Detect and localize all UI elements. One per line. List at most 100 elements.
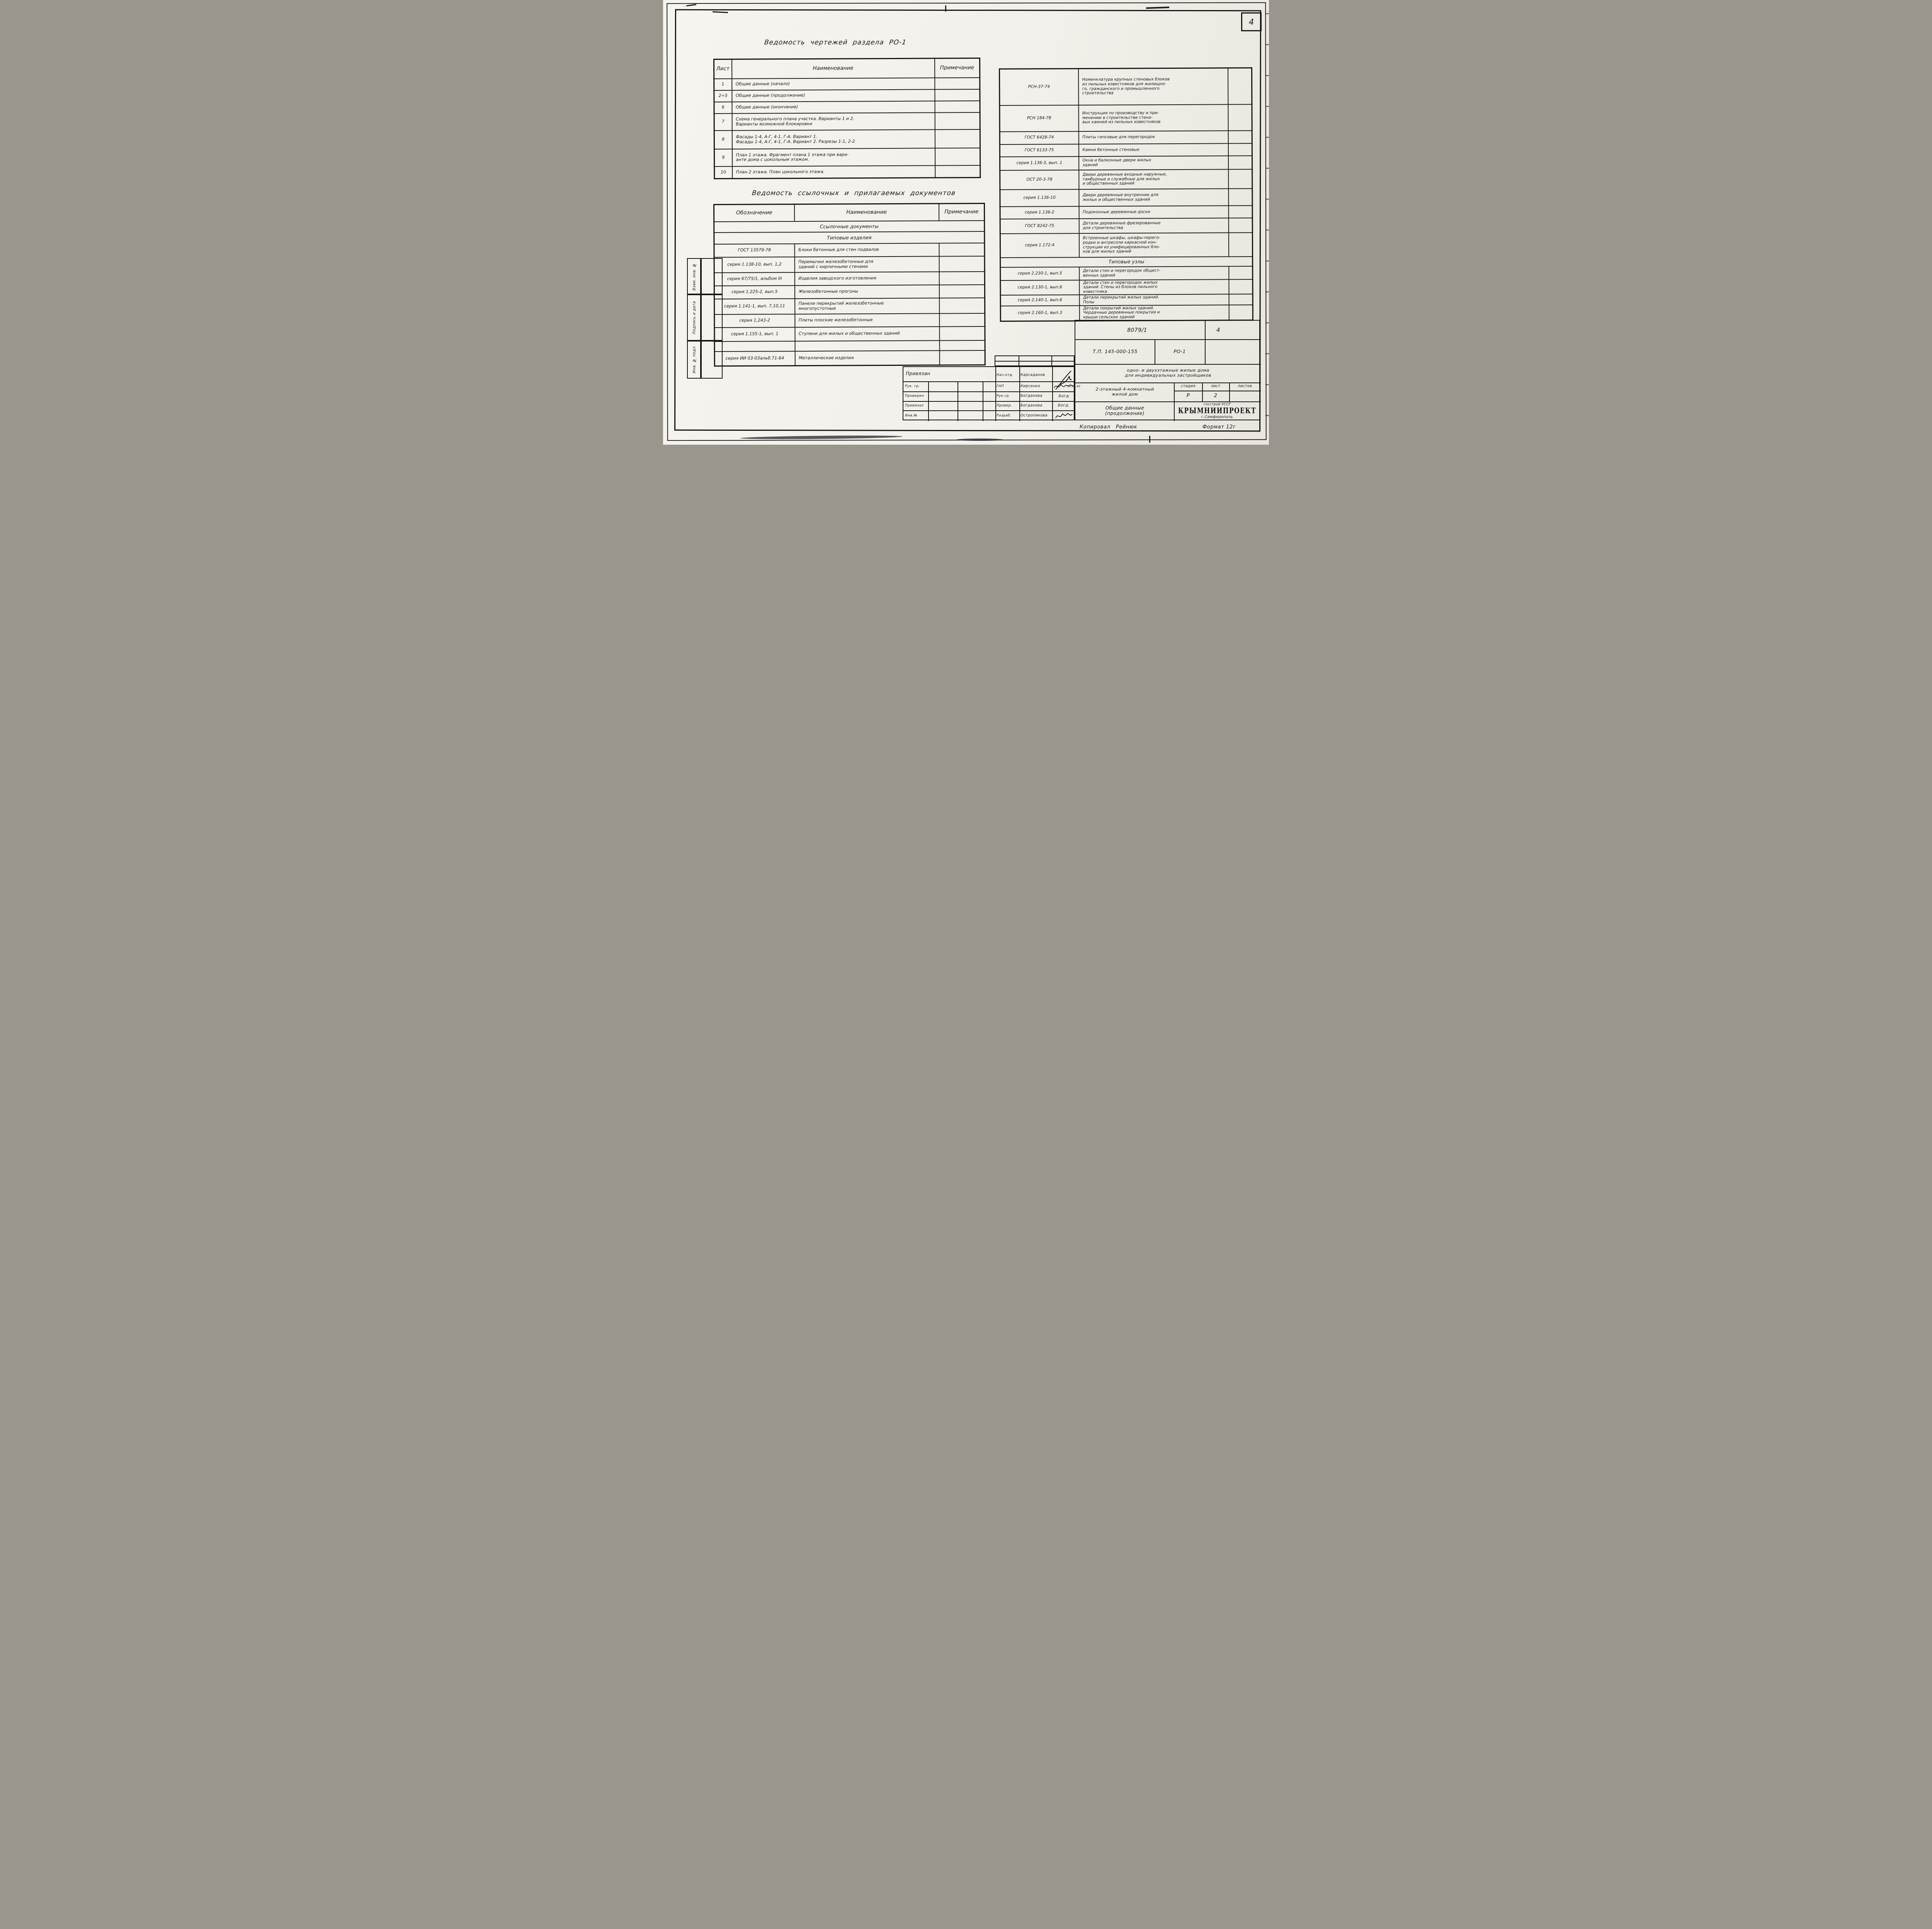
table-row: серия 2.130-1, вып.6 Детали стен и перего…	[1000, 279, 1253, 296]
sign-name: Остропикова	[1020, 413, 1048, 418]
cell: План 2 этажа. План цокольного этажа.	[732, 165, 935, 179]
sign-role: Разраб.	[997, 413, 1012, 418]
divider	[1174, 382, 1175, 421]
divider	[928, 381, 929, 421]
cell	[934, 77, 980, 90]
table-row: РСН-37-74 Номенклатура крупных стеновых б…	[999, 68, 1252, 105]
table-row: ГОСТ 13579-78 Блоки бетонные для стен под…	[714, 243, 985, 257]
divider	[957, 381, 958, 421]
cell	[714, 341, 795, 352]
cell	[939, 271, 985, 285]
cell: Номенклатура крупных стеновых блоков из …	[1078, 68, 1228, 105]
cell	[935, 165, 980, 178]
cell: Общие данные (окончание)	[731, 101, 935, 114]
table-row: серия 2.160-1, вып.3 Детали покрытий жилы…	[1000, 304, 1253, 321]
cell: Детали стен и перегородок общест- венных…	[1079, 266, 1229, 280]
cell: 7	[714, 113, 732, 131]
sheet-value: 2	[1214, 393, 1218, 399]
copied-by-note: Копировал Рейнюк	[1080, 424, 1137, 430]
table-row: серия 67/75/1, альбом III Изделия заводск…	[714, 271, 985, 286]
cell	[934, 89, 980, 101]
cell: Перемычки железобетонные для зданий с ки…	[794, 256, 939, 272]
cell: Встроенные шкафы, шкафы-перего- родки и …	[1079, 232, 1229, 257]
cell: Подоконные деревянные доски	[1079, 205, 1229, 219]
table-row: серия 1.138-10, вып. 1,2 Перемычки железо…	[714, 256, 985, 273]
table-header-row: Обозначение Наименование Примечание	[714, 203, 985, 222]
divider	[903, 381, 1075, 382]
cell: ГОСТ 6428-74	[1000, 131, 1079, 144]
table-row: серия 1.141-1, вып. 7,10,11 Панели перекр…	[714, 297, 985, 314]
table-row: 7 Схема генерального плана участка. Вариа…	[714, 112, 980, 131]
cell	[1228, 266, 1253, 279]
cell: Блоки бетонные для стен подвалов	[794, 243, 939, 257]
sheets-label: листов	[1238, 384, 1252, 389]
table-row: 10 План 2 этажа. План цокольного этажа.	[714, 165, 980, 179]
sign-role: Провер.	[997, 403, 1012, 408]
signature-block: Привязан Рук. гр. Проверил Привязал Инв.…	[903, 366, 1080, 421]
section-label: Типовые узлы	[1000, 256, 1253, 267]
cell	[1228, 205, 1253, 218]
cell: РСН-37-74	[999, 68, 1078, 105]
cell: 6	[714, 102, 732, 114]
sheet-label: лист	[1211, 384, 1221, 389]
org-agency: госстрой УССР	[1203, 402, 1231, 406]
cell	[939, 256, 985, 272]
divider	[1229, 382, 1230, 401]
cell: серия 1.225-2, вып.5	[714, 285, 795, 299]
cell: ОСТ 20-3-78	[1000, 170, 1079, 190]
divider	[1202, 382, 1203, 401]
divider	[1075, 339, 1261, 340]
divider	[903, 410, 1075, 411]
divider	[903, 391, 1075, 392]
table-row: 9 План 1 этажа. Фрагмент плана 1 этажа пр…	[714, 148, 980, 167]
stage-value: Р	[1186, 393, 1190, 399]
left-label: Инв.№	[905, 413, 918, 418]
cell: Камни бетонные стеновые	[1078, 143, 1228, 156]
cell: Железобетонные прогоны	[794, 284, 939, 299]
sign-role: Нач.отд.	[997, 373, 1014, 377]
cell: серия 2.230-1, вып.5	[1000, 267, 1079, 280]
table-row: серия 1.136-3, вып. 1 Окна и балконные дв…	[1000, 155, 1252, 170]
table-section-row: Типовые узлы	[1000, 256, 1253, 267]
margin-empty-box	[700, 294, 723, 342]
divider	[1051, 356, 1052, 367]
cell: Детали покрытий жилых зданий. Чердачные …	[1079, 305, 1229, 321]
cell	[1228, 169, 1252, 189]
cell: Фасады 1-4, А-Г, 4-1, Г-А. Вариант 1. Фа…	[732, 129, 935, 149]
cell: серия 1.138-10, вып. 1,2	[714, 257, 795, 273]
table-row: серия 2.230-1, вып.5 Детали стен и перего…	[1000, 266, 1253, 280]
table-row: ГОСТ 8242-75 Детали деревянные фрезерован…	[1000, 218, 1253, 234]
cell: Окна и балконные двери жилых зданий	[1078, 155, 1228, 170]
margin-empty-box	[700, 258, 723, 295]
cell	[1228, 155, 1252, 169]
stage-label: стадия	[1181, 384, 1196, 389]
cell: ГОСТ 8242-75	[1000, 218, 1079, 234]
cell	[1229, 304, 1253, 320]
margin-cell: Подпись и дата	[687, 294, 702, 342]
cell: 1	[714, 78, 732, 90]
sheet-number: 4	[1248, 17, 1254, 27]
table-row: серия 1.136-10 Двери деревянные внутренни…	[1000, 188, 1253, 207]
divider	[1019, 367, 1020, 421]
cell: Наименование	[794, 203, 939, 221]
table-row: ГОСТ 6133-75 Камни бетонные стеновые	[1000, 143, 1252, 157]
cell: серия ИИ 03-03альб.71-64	[714, 351, 795, 366]
table-row: 8 Фасады 1-4, А-Г, 4-1, Г-А. Вариант 1. Ф…	[714, 129, 980, 149]
cell: План 1 этажа. Фрагмент плана 1 этажа при…	[732, 148, 935, 167]
standards-table: РСН-37-74 Номенклатура крупных стеновых б…	[999, 67, 1253, 322]
divider	[1075, 382, 1261, 383]
cell: Примечание	[934, 58, 980, 78]
table-row: серия 1.225-2, вып.5 Железобетонные прого…	[714, 284, 985, 299]
copied-label: Копировал	[1080, 424, 1111, 430]
registration-tick	[945, 5, 946, 12]
format-note: Формат 12г	[1202, 424, 1236, 430]
cell: Детали деревянные фрезерованные для стро…	[1079, 218, 1229, 233]
cell: серия 2.140-1, вып.6	[1000, 295, 1080, 306]
cell: ГОСТ 13579-78	[714, 243, 795, 257]
cell: 9	[714, 149, 732, 167]
cell: Лист	[714, 59, 732, 79]
cell: Детали перекрытий жилых зданий. Полы	[1079, 294, 1229, 306]
registration-tick	[1149, 436, 1150, 443]
sign-name: Кирсенко	[1020, 384, 1040, 388]
cell: РСН 184-78	[999, 105, 1079, 132]
